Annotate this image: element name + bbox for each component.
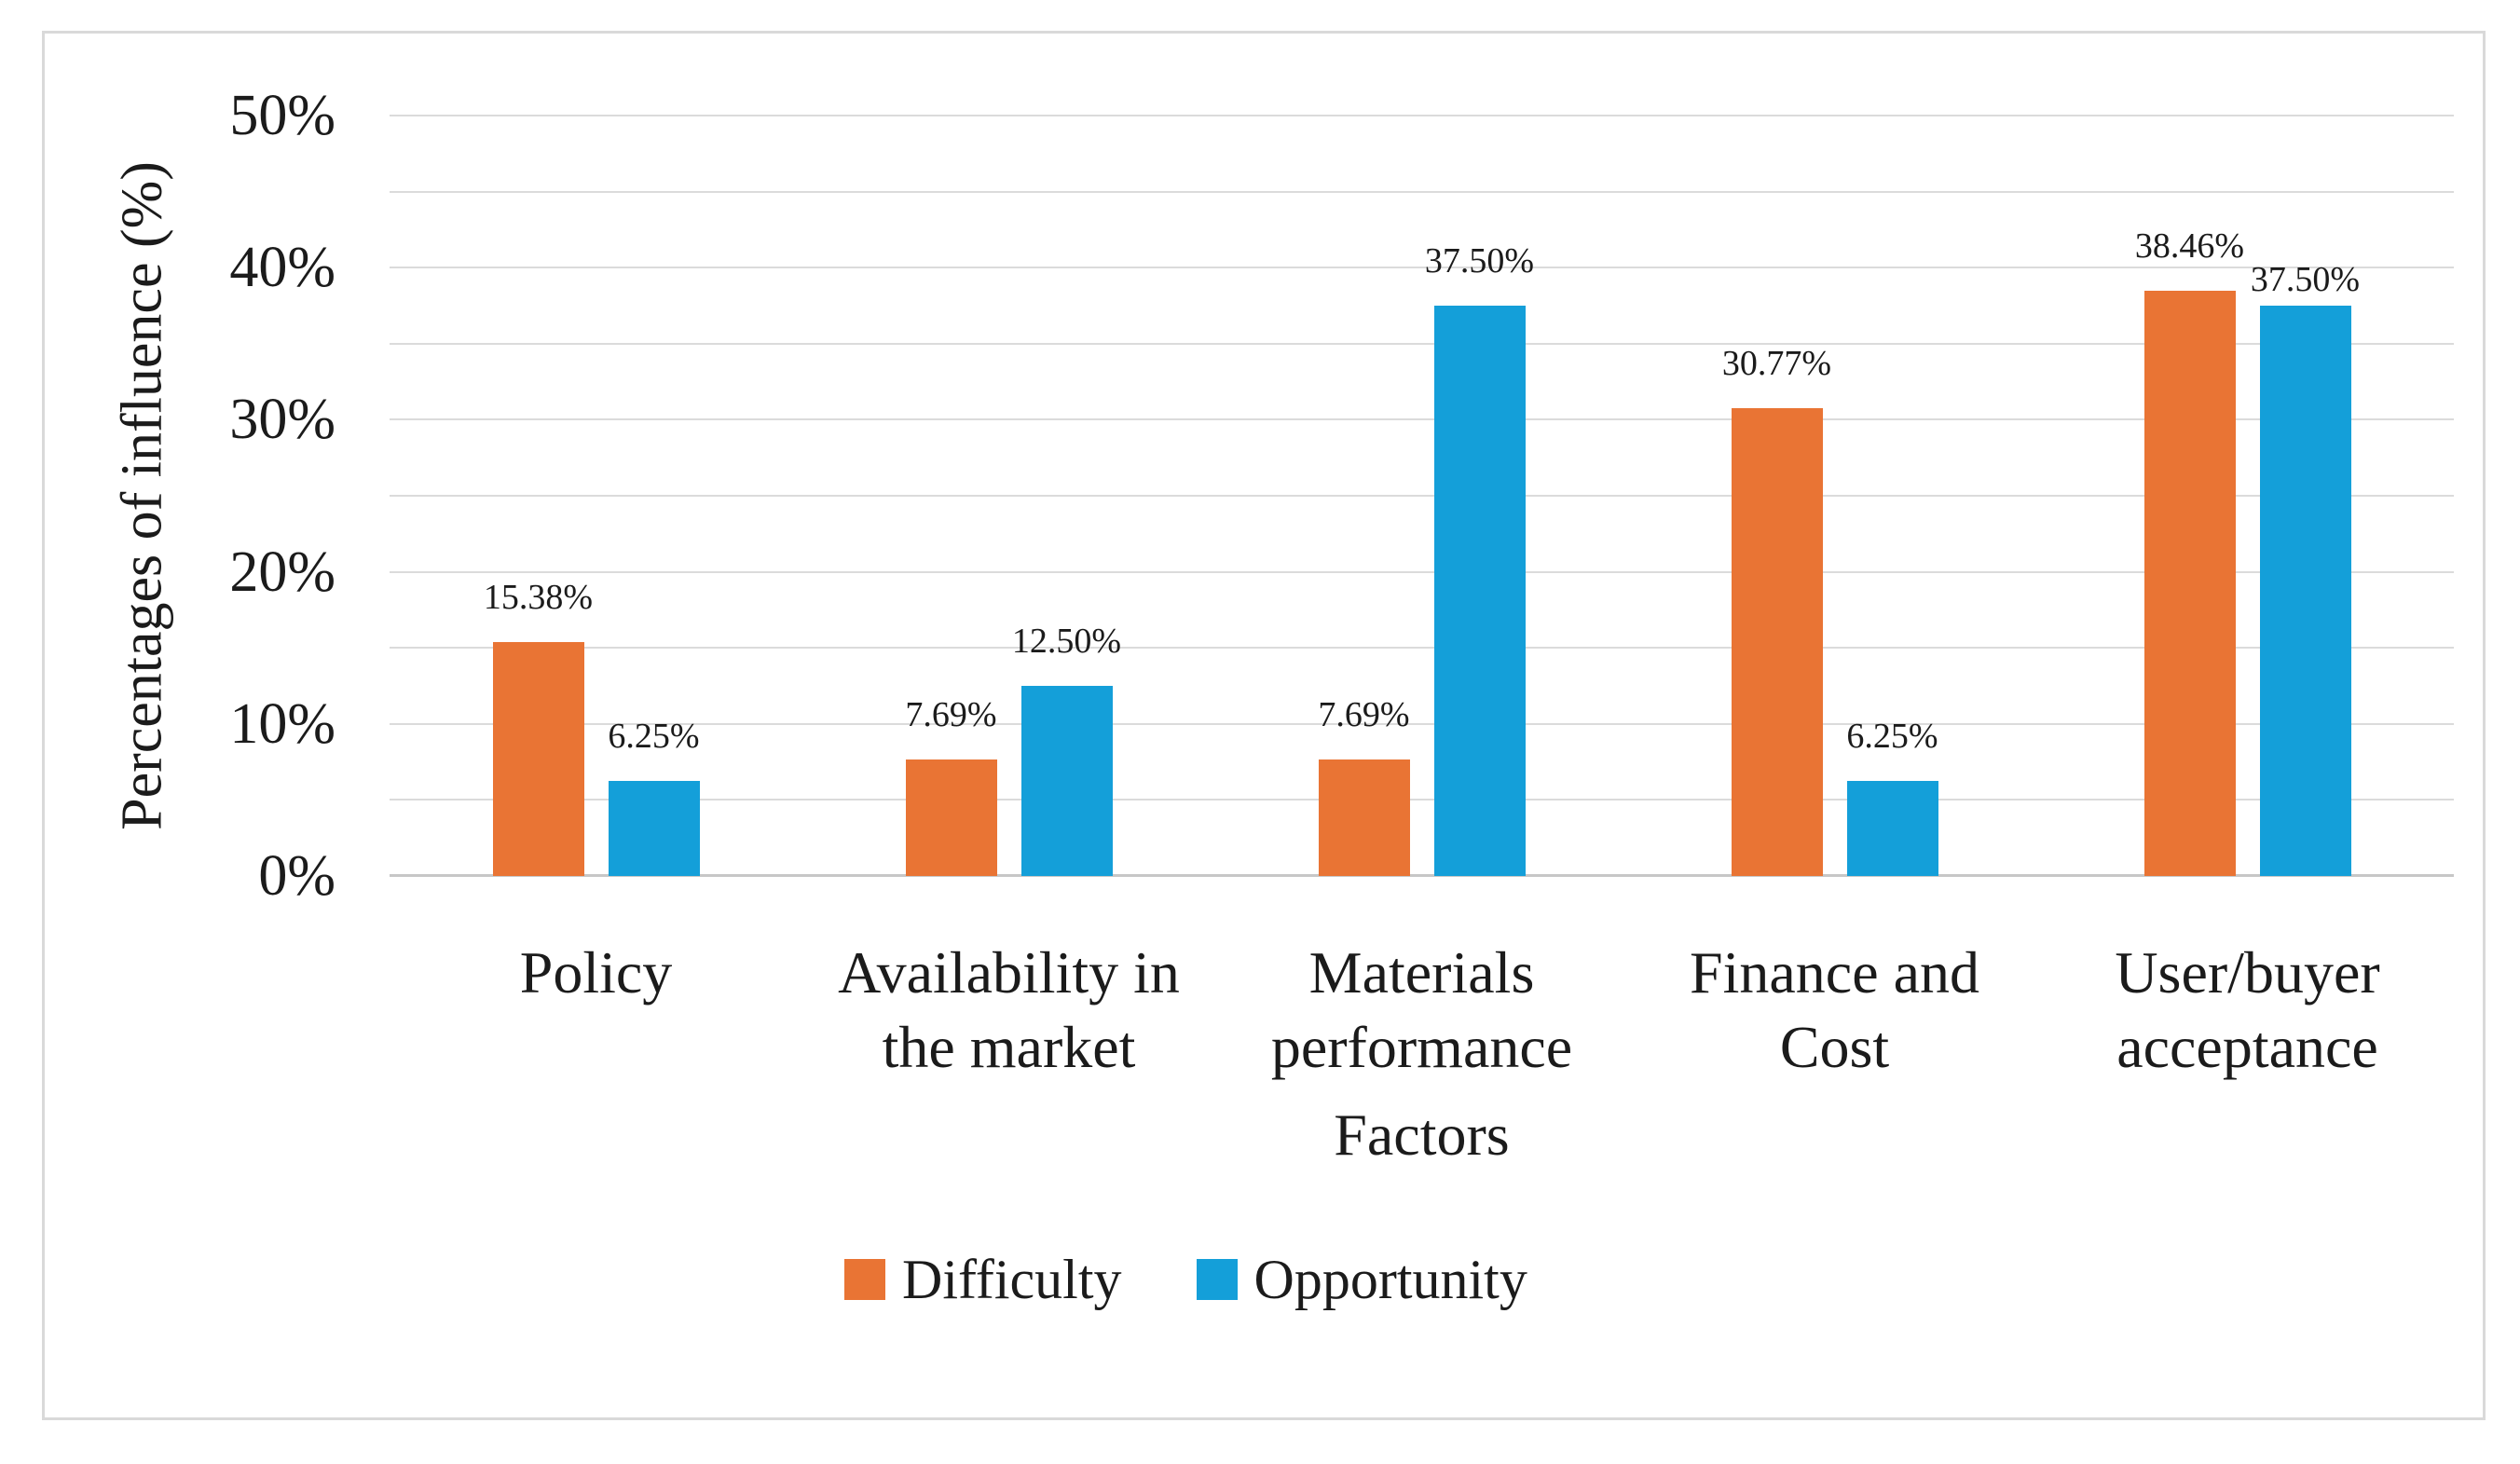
- category-label: Availability in the market: [838, 939, 1180, 1080]
- bar-group: 30.77% 6.25%: [1628, 116, 2041, 876]
- legend-item-difficulty: Difficulty: [844, 1250, 1122, 1309]
- category-label: Finance and Cost: [1690, 939, 1979, 1080]
- gridline: [390, 647, 2454, 650]
- bar-opportunity: 6.25%: [1846, 718, 1938, 876]
- y-axis-tick: 10%: [229, 691, 336, 756]
- gridline: [390, 267, 2454, 269]
- bar-value-label: 12.50%: [1011, 622, 1122, 661]
- bar-value-label: 6.25%: [608, 717, 700, 756]
- bar-difficulty: 7.69%: [1318, 696, 1410, 876]
- bar-value-label: 7.69%: [1318, 694, 1410, 734]
- bar-value-label: 30.77%: [1721, 343, 1832, 383]
- bar-value-label: 37.50%: [2250, 260, 2361, 299]
- gridline: [390, 799, 2454, 801]
- bar-groups: 15.38% 6.25% 7.69% 12.50% 7.69% 37.50% 30.77% 6…: [390, 116, 2454, 876]
- figure-frame: Percentages of influence (%) 0% 10% 20% 30%…: [42, 31, 2486, 1420]
- bar-opportunity: 37.50%: [2251, 261, 2360, 876]
- bar-opportunity: 12.50%: [1012, 623, 1121, 876]
- bar-value-label: 38.46%: [2134, 226, 2245, 267]
- gridline: [390, 342, 2454, 345]
- legend-item-opportunity: Opportunity: [1196, 1249, 1527, 1310]
- bar-value-label: 37.50%: [1424, 241, 1535, 280]
- bar-group: 15.38% 6.25%: [390, 116, 802, 876]
- gridline: [390, 115, 2454, 116]
- bar-value-label: 7.69%: [905, 694, 997, 734]
- bar-difficulty: 38.46%: [2135, 227, 2244, 876]
- y-axis-tick: 40%: [229, 236, 336, 300]
- legend: Difficulty Opportunity: [844, 1250, 1527, 1309]
- legend-swatch-opportunity-icon: [1196, 1259, 1238, 1300]
- bar-opportunity: 6.25%: [608, 718, 700, 876]
- bar-difficulty: 7.69%: [905, 696, 997, 876]
- y-axis-tick: 30%: [229, 388, 336, 452]
- legend-label-difficulty: Difficulty: [902, 1249, 1122, 1310]
- bar-group: 38.46% 37.50%: [2041, 116, 2454, 876]
- category-label: Materials performance: [1270, 939, 1573, 1080]
- gridline: [390, 722, 2454, 725]
- bar-value-label: 6.25%: [1846, 717, 1938, 756]
- gridline: [390, 190, 2454, 193]
- bar-value-label: 15.38%: [483, 578, 594, 617]
- y-axis-tick: 50%: [229, 84, 336, 147]
- bar-difficulty: 30.77%: [1722, 345, 1831, 876]
- x-axis-line: [390, 874, 2454, 877]
- legend-swatch-difficulty-icon: [844, 1259, 885, 1300]
- legend-label-opportunity: Opportunity: [1253, 1249, 1527, 1310]
- category-label: User/buyer acceptance: [2115, 939, 2380, 1080]
- gridline: [390, 570, 2454, 573]
- category-label: Policy: [519, 939, 673, 1006]
- bar-difficulty: 15.38%: [484, 579, 593, 876]
- y-axis-ticks: 0% 10% 20% 30% 40% 50%: [45, 34, 336, 1417]
- gridline: [390, 495, 2454, 497]
- plot-area: 15.38% 6.25% 7.69% 12.50% 7.69% 37.50% 30.77% 6…: [390, 115, 2454, 877]
- bar-group: 7.69% 12.50%: [802, 116, 1215, 876]
- bar-group: 7.69% 37.50%: [1215, 116, 1628, 876]
- x-axis-category-labels: Policy Availability in the market Materials…: [390, 936, 2454, 1085]
- bar-opportunity: 37.50%: [1425, 242, 1534, 876]
- y-axis-tick: 20%: [229, 540, 336, 604]
- x-axis-title: Factors: [1334, 1101, 1510, 1168]
- gridline: [390, 418, 2454, 421]
- y-axis-tick: 0%: [258, 844, 336, 908]
